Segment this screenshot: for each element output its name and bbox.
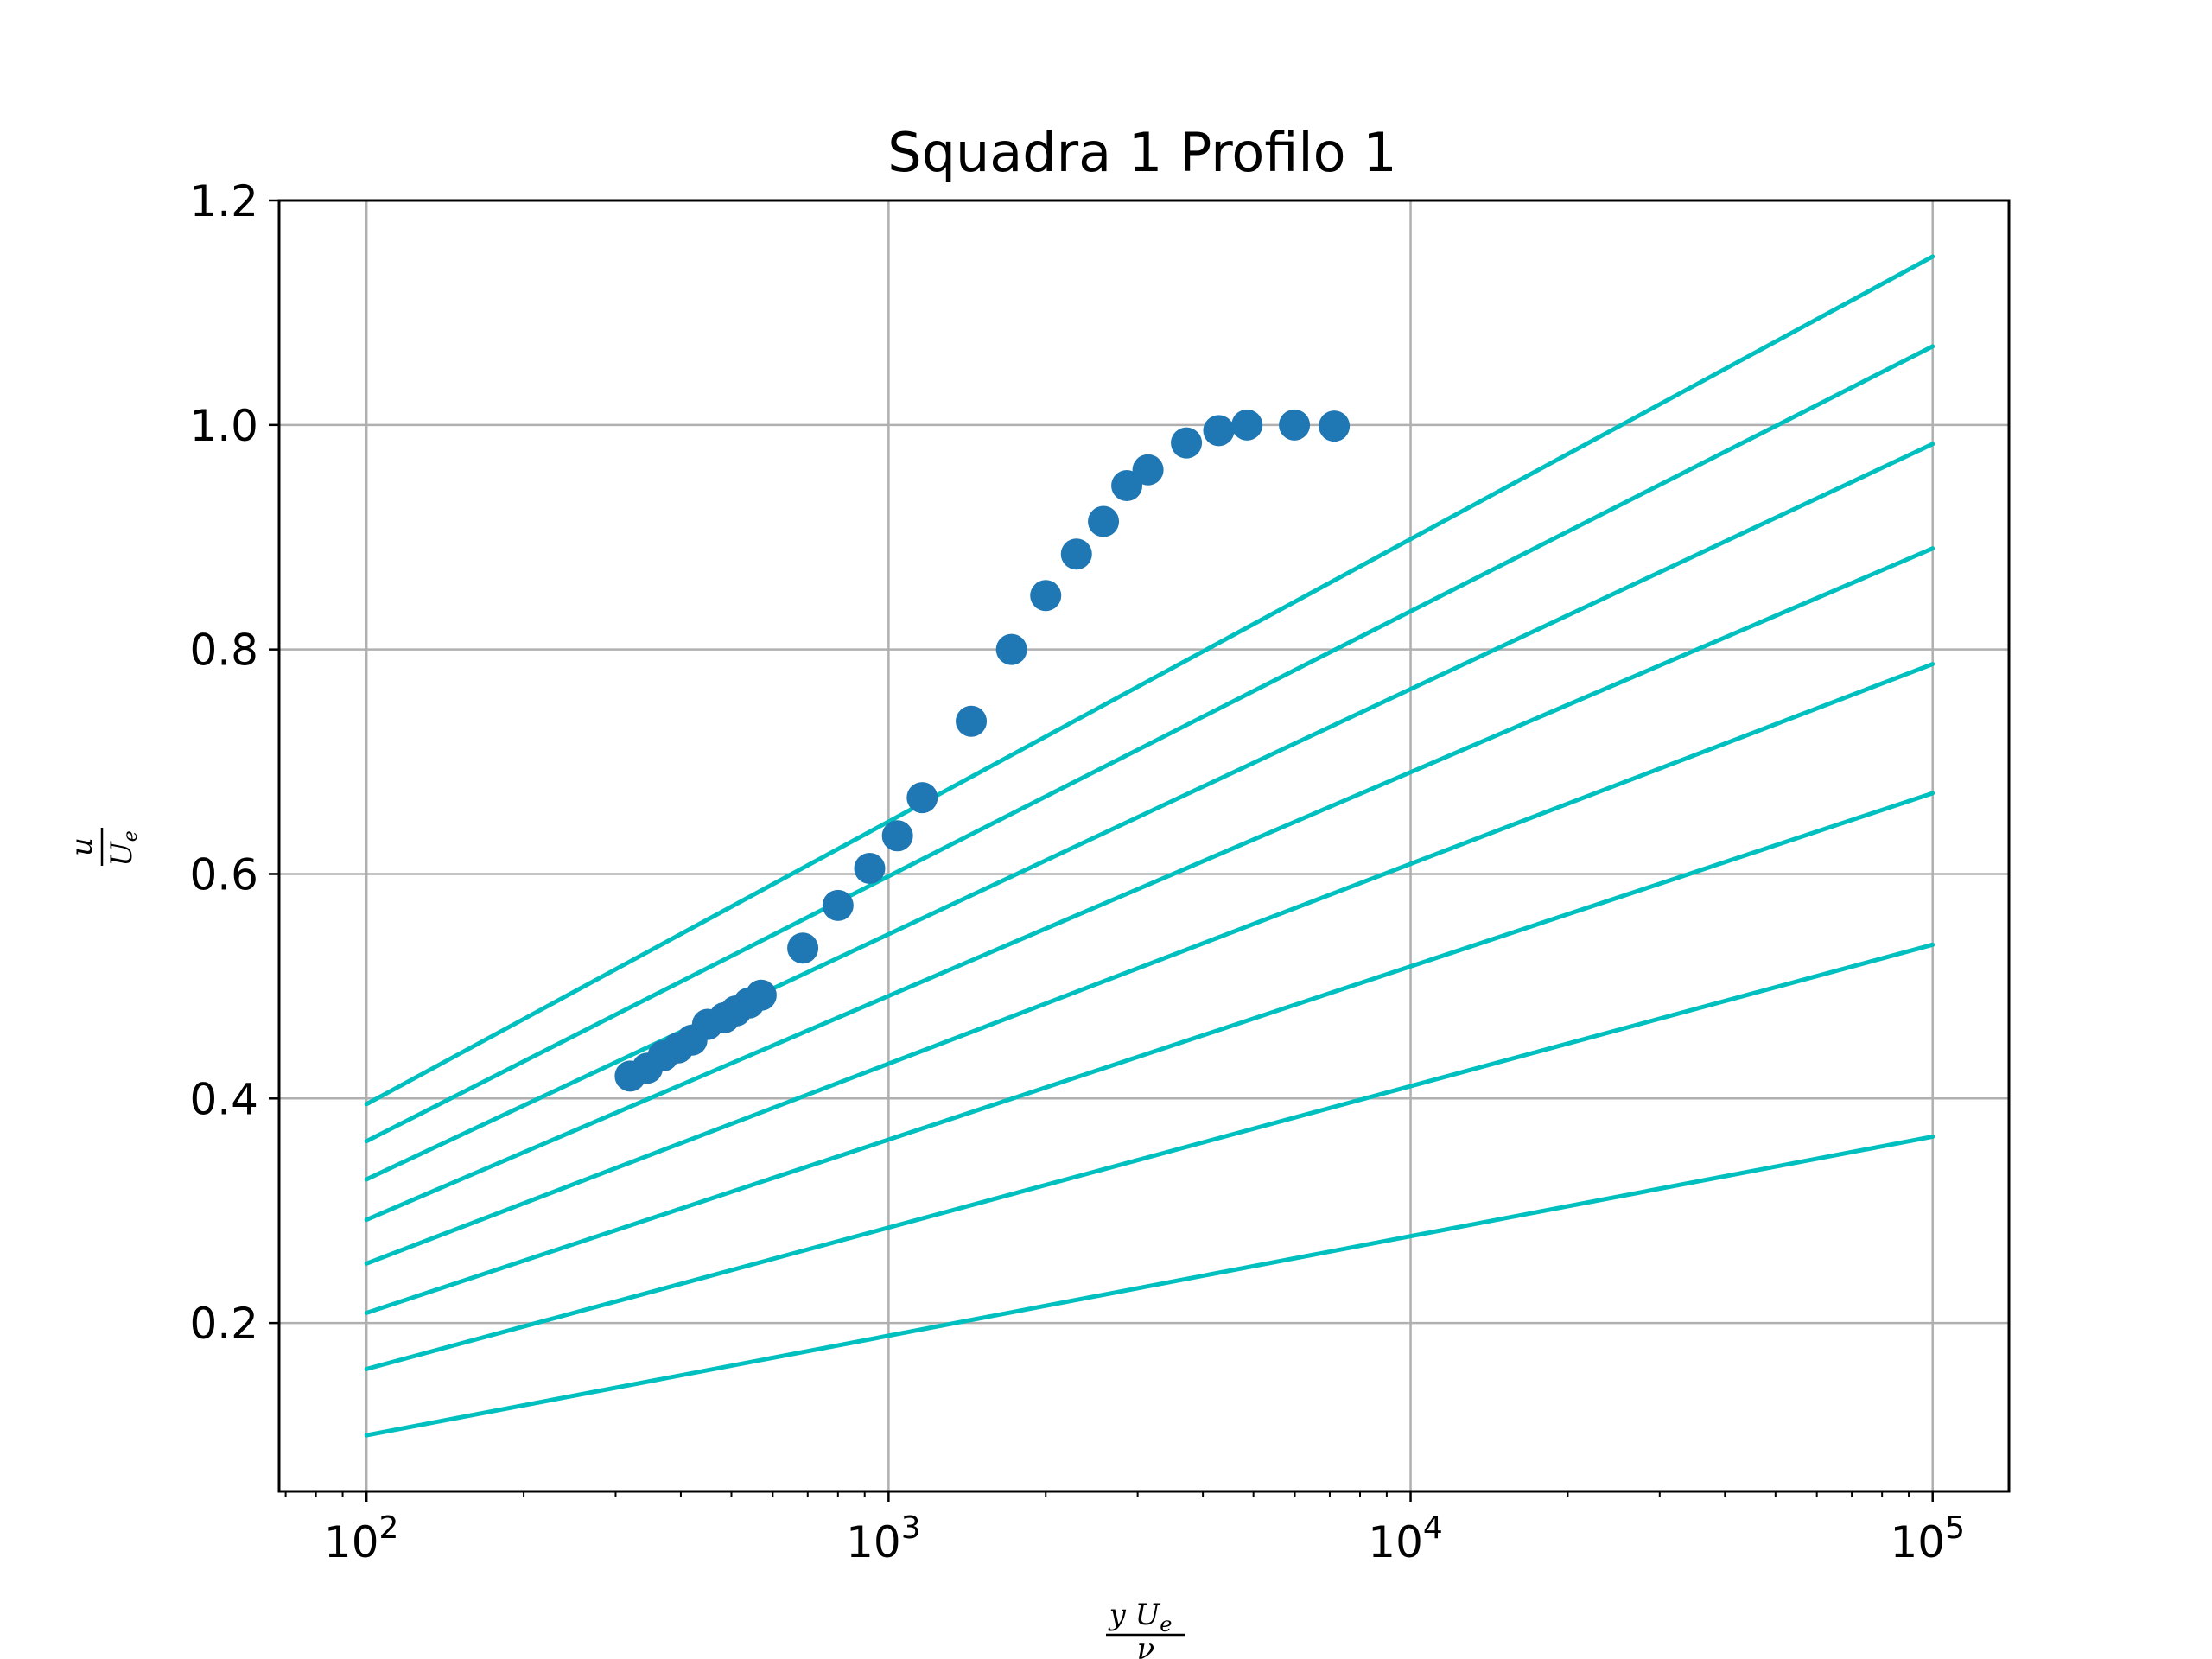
x-axis-label-numerator-main: y U [1108, 1598, 1161, 1632]
y-axis-label-numerator: u [65, 837, 99, 856]
data-point [745, 979, 777, 1011]
reference-line [364, 254, 1936, 1107]
data-point [854, 852, 886, 884]
x-axis-label: y Ue ν [1106, 1598, 1185, 1659]
x-tick-label-exponent: 2 [379, 1510, 399, 1546]
x-axis-label-numerator-sub: e [1160, 1612, 1172, 1637]
y-tick-label: 0.4 [189, 1074, 258, 1124]
plot-frame [277, 199, 2011, 1493]
x-tick-label: 105 [1890, 1510, 1965, 1567]
y-tick-label: 0.6 [189, 849, 258, 899]
y-tick-label: 1.0 [189, 401, 258, 451]
x-tick-label: 104 [1368, 1510, 1443, 1567]
x-axis-label-numerator: y Ue [1108, 1598, 1173, 1637]
data-point [1279, 409, 1311, 441]
data-point [956, 705, 988, 737]
y-tick-label: 0.8 [189, 626, 258, 676]
data-point [881, 820, 913, 852]
x-tick-label-base: 10 [1890, 1517, 1945, 1567]
chart-title: Squadra 1 Profilo 1 [887, 121, 1396, 184]
reference-line [364, 662, 1936, 1266]
reference-line [364, 546, 1936, 1223]
y-axis-label-denominator: Ue [105, 830, 142, 867]
data-point [1231, 409, 1263, 441]
reference-line [364, 942, 1936, 1371]
reference-line [364, 1134, 1936, 1438]
x-tick-label: 103 [846, 1510, 921, 1567]
data-point [1319, 410, 1351, 442]
data-point [1132, 454, 1164, 486]
data-point [1171, 427, 1203, 459]
x-axis-label-denominator: ν [1137, 1632, 1155, 1659]
x-tick-label-base: 10 [1368, 1517, 1423, 1567]
series-lines [364, 254, 1936, 1438]
reference-line [364, 442, 1936, 1182]
x-tick-label-base: 10 [324, 1517, 379, 1567]
data-point [906, 782, 938, 814]
series-points [614, 409, 1351, 1092]
data-point [1088, 505, 1120, 537]
y-tick-label: 0.2 [189, 1299, 258, 1349]
x-tick-label-exponent: 5 [1945, 1510, 1965, 1546]
y-axis-label-denominator-sub: e [120, 830, 142, 842]
data-point [1203, 415, 1235, 447]
x-tick-label-exponent: 3 [901, 1510, 921, 1546]
data-point [787, 932, 819, 964]
reference-line [364, 344, 1936, 1144]
y-axis-label-denominator-main: U [105, 841, 139, 867]
reference-line [364, 791, 1936, 1315]
y-axis-label: u Ue [65, 828, 142, 867]
x-axis-minor-ticks [284, 1491, 1910, 1497]
data-point [1030, 580, 1062, 612]
data-point [995, 633, 1027, 665]
data-point [822, 889, 854, 921]
x-tick-label-exponent: 4 [1423, 1510, 1443, 1546]
x-axis-ticks: 102 103 104 105 [324, 1491, 1965, 1567]
x-tick-label-base: 10 [846, 1517, 901, 1567]
data-point [1060, 538, 1092, 570]
x-tick-label: 102 [324, 1510, 399, 1567]
data-point [1111, 469, 1143, 501]
y-axis-ticks: 0.2 0.4 0.6 0.8 1.0 1.2 [189, 176, 279, 1349]
y-tick-label: 1.2 [189, 176, 258, 226]
